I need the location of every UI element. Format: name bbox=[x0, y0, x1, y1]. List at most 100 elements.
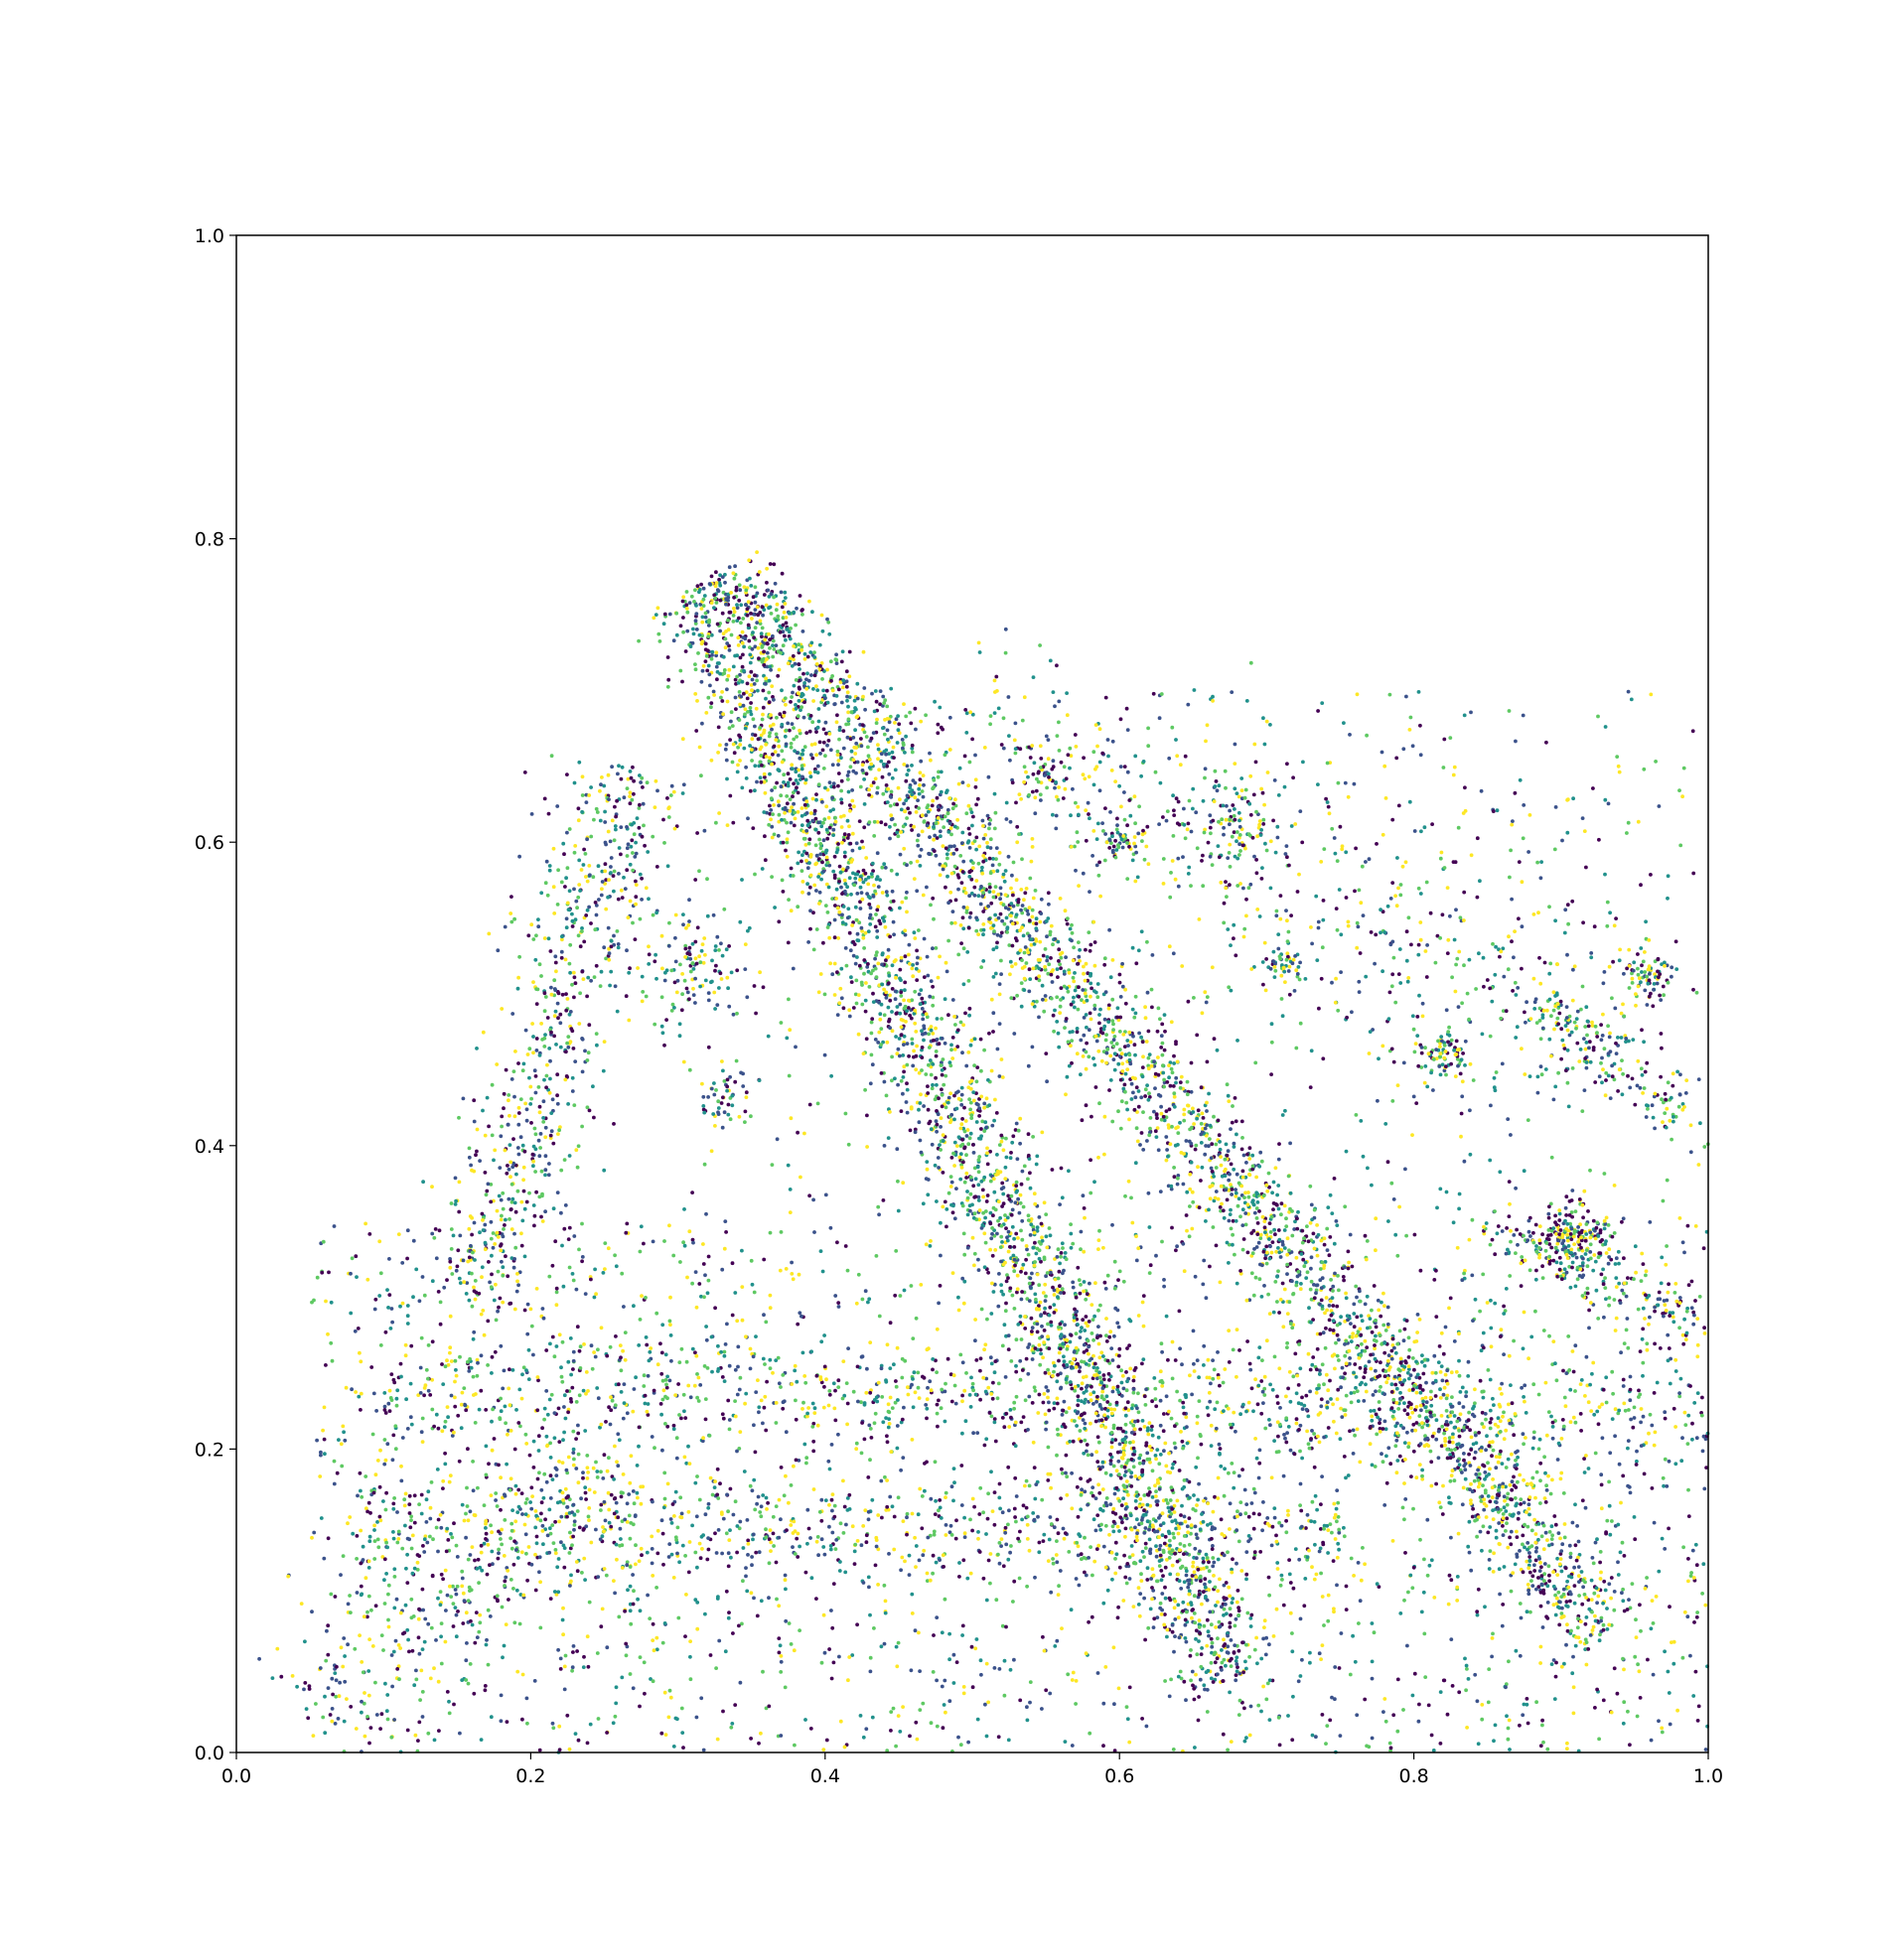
data-point bbox=[980, 865, 984, 870]
data-point bbox=[806, 940, 810, 944]
data-point bbox=[885, 704, 890, 709]
data-point bbox=[736, 643, 741, 647]
data-point bbox=[1039, 911, 1044, 915]
data-point bbox=[1170, 1548, 1175, 1553]
data-point bbox=[925, 1015, 930, 1020]
data-point bbox=[756, 688, 760, 693]
data-point bbox=[1116, 1061, 1121, 1066]
data-point bbox=[1103, 990, 1108, 994]
data-point bbox=[1318, 1267, 1323, 1271]
data-point bbox=[1123, 1052, 1128, 1057]
data-point bbox=[873, 966, 878, 971]
data-point bbox=[894, 1035, 898, 1039]
data-point bbox=[1232, 1167, 1236, 1172]
data-point bbox=[991, 947, 996, 952]
data-point bbox=[990, 863, 995, 868]
data-point bbox=[1082, 1451, 1087, 1456]
data-point bbox=[1067, 970, 1072, 975]
data-point bbox=[887, 771, 892, 776]
data-point bbox=[1182, 1580, 1187, 1585]
data-point bbox=[1157, 1486, 1162, 1491]
data-point bbox=[1134, 1085, 1139, 1090]
data-point bbox=[725, 699, 730, 704]
data-point bbox=[1020, 1169, 1025, 1174]
data-point bbox=[956, 1135, 961, 1140]
data-point bbox=[793, 749, 797, 754]
data-point bbox=[939, 789, 944, 794]
data-point bbox=[1006, 854, 1011, 859]
data-point bbox=[1003, 1260, 1007, 1265]
data-point bbox=[851, 758, 856, 763]
data-point bbox=[817, 857, 821, 861]
data-point bbox=[948, 1185, 953, 1189]
data-point bbox=[1227, 1178, 1232, 1183]
data-point bbox=[827, 863, 832, 868]
data-point bbox=[1485, 1434, 1489, 1439]
data-point bbox=[1128, 1366, 1133, 1371]
data-point bbox=[1591, 1624, 1596, 1629]
data-point bbox=[1080, 1381, 1085, 1386]
data-point bbox=[777, 812, 782, 817]
data-point bbox=[807, 729, 812, 734]
data-point bbox=[920, 1046, 925, 1050]
data-point bbox=[1492, 1551, 1496, 1556]
data-point bbox=[797, 773, 801, 778]
data-point bbox=[1607, 1622, 1612, 1627]
data-point bbox=[1487, 1558, 1492, 1562]
data-point bbox=[884, 783, 889, 787]
data-point bbox=[1534, 1546, 1539, 1550]
data-point bbox=[1156, 1480, 1161, 1485]
data-point bbox=[746, 600, 751, 604]
data-point bbox=[1537, 1556, 1541, 1561]
data-point bbox=[1229, 1207, 1233, 1212]
data-point bbox=[902, 763, 907, 767]
data-point bbox=[1581, 1585, 1585, 1590]
data-point bbox=[771, 695, 775, 699]
data-point bbox=[898, 1053, 902, 1058]
data-point bbox=[743, 636, 748, 641]
data-point bbox=[1068, 1030, 1073, 1035]
data-point bbox=[1483, 1488, 1488, 1493]
data-point bbox=[1205, 1688, 1210, 1692]
data-point bbox=[854, 978, 859, 983]
data-point bbox=[1123, 1030, 1127, 1034]
data-point bbox=[1533, 1558, 1538, 1563]
data-point bbox=[1536, 1585, 1541, 1589]
data-point bbox=[771, 722, 776, 727]
data-point bbox=[1080, 998, 1084, 1003]
data-point bbox=[799, 813, 804, 818]
data-point bbox=[1296, 1209, 1300, 1214]
data-point bbox=[1127, 1577, 1132, 1581]
data-point bbox=[770, 824, 775, 829]
data-point bbox=[769, 808, 774, 812]
data-point bbox=[1580, 1602, 1585, 1607]
data-point bbox=[832, 935, 837, 940]
data-point bbox=[1551, 1584, 1556, 1589]
data-point bbox=[942, 1082, 946, 1087]
data-point bbox=[1128, 1061, 1133, 1066]
data-point bbox=[989, 1068, 994, 1073]
data-point bbox=[1162, 1541, 1167, 1546]
data-point bbox=[1203, 1103, 1208, 1108]
data-point bbox=[886, 981, 891, 986]
data-point bbox=[1129, 1097, 1134, 1101]
data-point bbox=[1159, 1046, 1164, 1050]
data-point bbox=[885, 800, 890, 804]
data-point bbox=[1060, 1241, 1065, 1246]
data-point bbox=[1554, 1596, 1559, 1601]
data-point bbox=[1251, 1228, 1256, 1233]
data-point bbox=[904, 896, 909, 901]
data-point bbox=[1059, 1251, 1064, 1255]
data-point bbox=[1269, 1250, 1274, 1255]
data-point bbox=[1346, 1266, 1351, 1271]
data-point bbox=[980, 818, 985, 823]
data-point bbox=[1272, 1227, 1276, 1232]
data-point bbox=[1112, 1035, 1117, 1039]
data-point bbox=[932, 777, 937, 782]
data-point bbox=[920, 1007, 925, 1011]
data-point bbox=[1185, 1079, 1190, 1084]
data-point bbox=[1468, 1464, 1473, 1468]
data-point bbox=[745, 696, 750, 701]
data-point bbox=[1012, 1269, 1017, 1274]
data-point bbox=[780, 688, 784, 693]
